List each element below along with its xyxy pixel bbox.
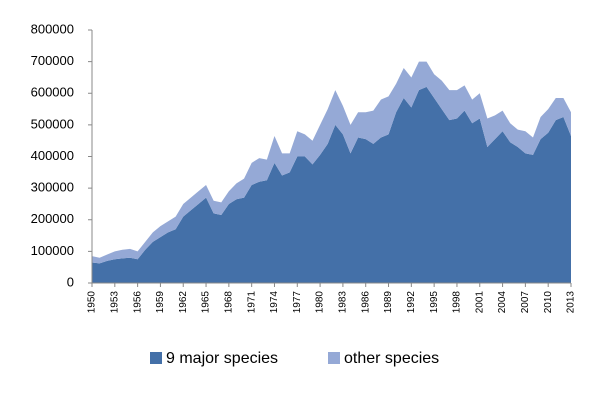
x-tick-label: 2004 [497, 291, 508, 314]
x-tick-label: 1992 [406, 291, 417, 314]
x-tick-label: 1995 [429, 291, 440, 314]
x-tick-label: 1971 [246, 291, 257, 314]
y-tick-label: 400000 [31, 148, 74, 163]
y-tick-label: 300000 [31, 180, 74, 195]
legend-label: other species [344, 350, 439, 367]
x-tick-label: 1986 [360, 291, 371, 314]
area [92, 86, 571, 283]
legend-swatch [150, 352, 162, 364]
x-tick-label: 1989 [383, 291, 394, 314]
x-tick-label: 1977 [292, 291, 303, 314]
x-tick-label: 1956 [132, 291, 143, 314]
x-tick-label: 2001 [474, 291, 485, 314]
x-tick-label: 1983 [338, 291, 349, 314]
area [92, 61, 571, 264]
x-tick-label: 1959 [155, 291, 166, 314]
x-tick-label: 2010 [543, 291, 554, 314]
x-tick-label: 1953 [109, 291, 120, 314]
y-tick-label: 200000 [31, 211, 74, 226]
x-tick-label: 2007 [520, 291, 531, 314]
x-tick-label: 1962 [178, 291, 189, 314]
x-tick-label: 1950 [87, 291, 98, 314]
x-tick-label: 1965 [201, 291, 212, 314]
y-tick-label: 100000 [31, 243, 74, 258]
legend-swatch [328, 352, 340, 364]
y-tick-label: 800000 [31, 21, 74, 36]
y-tick-label: 500000 [31, 116, 74, 131]
x-tick-label: 1980 [315, 291, 326, 314]
y-tick-label: 0 [67, 274, 74, 289]
x-tick-label: 1998 [452, 291, 463, 314]
y-tick-label: 700000 [31, 53, 74, 68]
x-tick-label: 1974 [269, 291, 280, 314]
legend-label: 9 major species [166, 350, 278, 367]
x-tick-label: 2013 [566, 291, 577, 314]
x-tick-label: 1968 [223, 291, 234, 314]
y-tick-label: 600000 [31, 85, 74, 100]
